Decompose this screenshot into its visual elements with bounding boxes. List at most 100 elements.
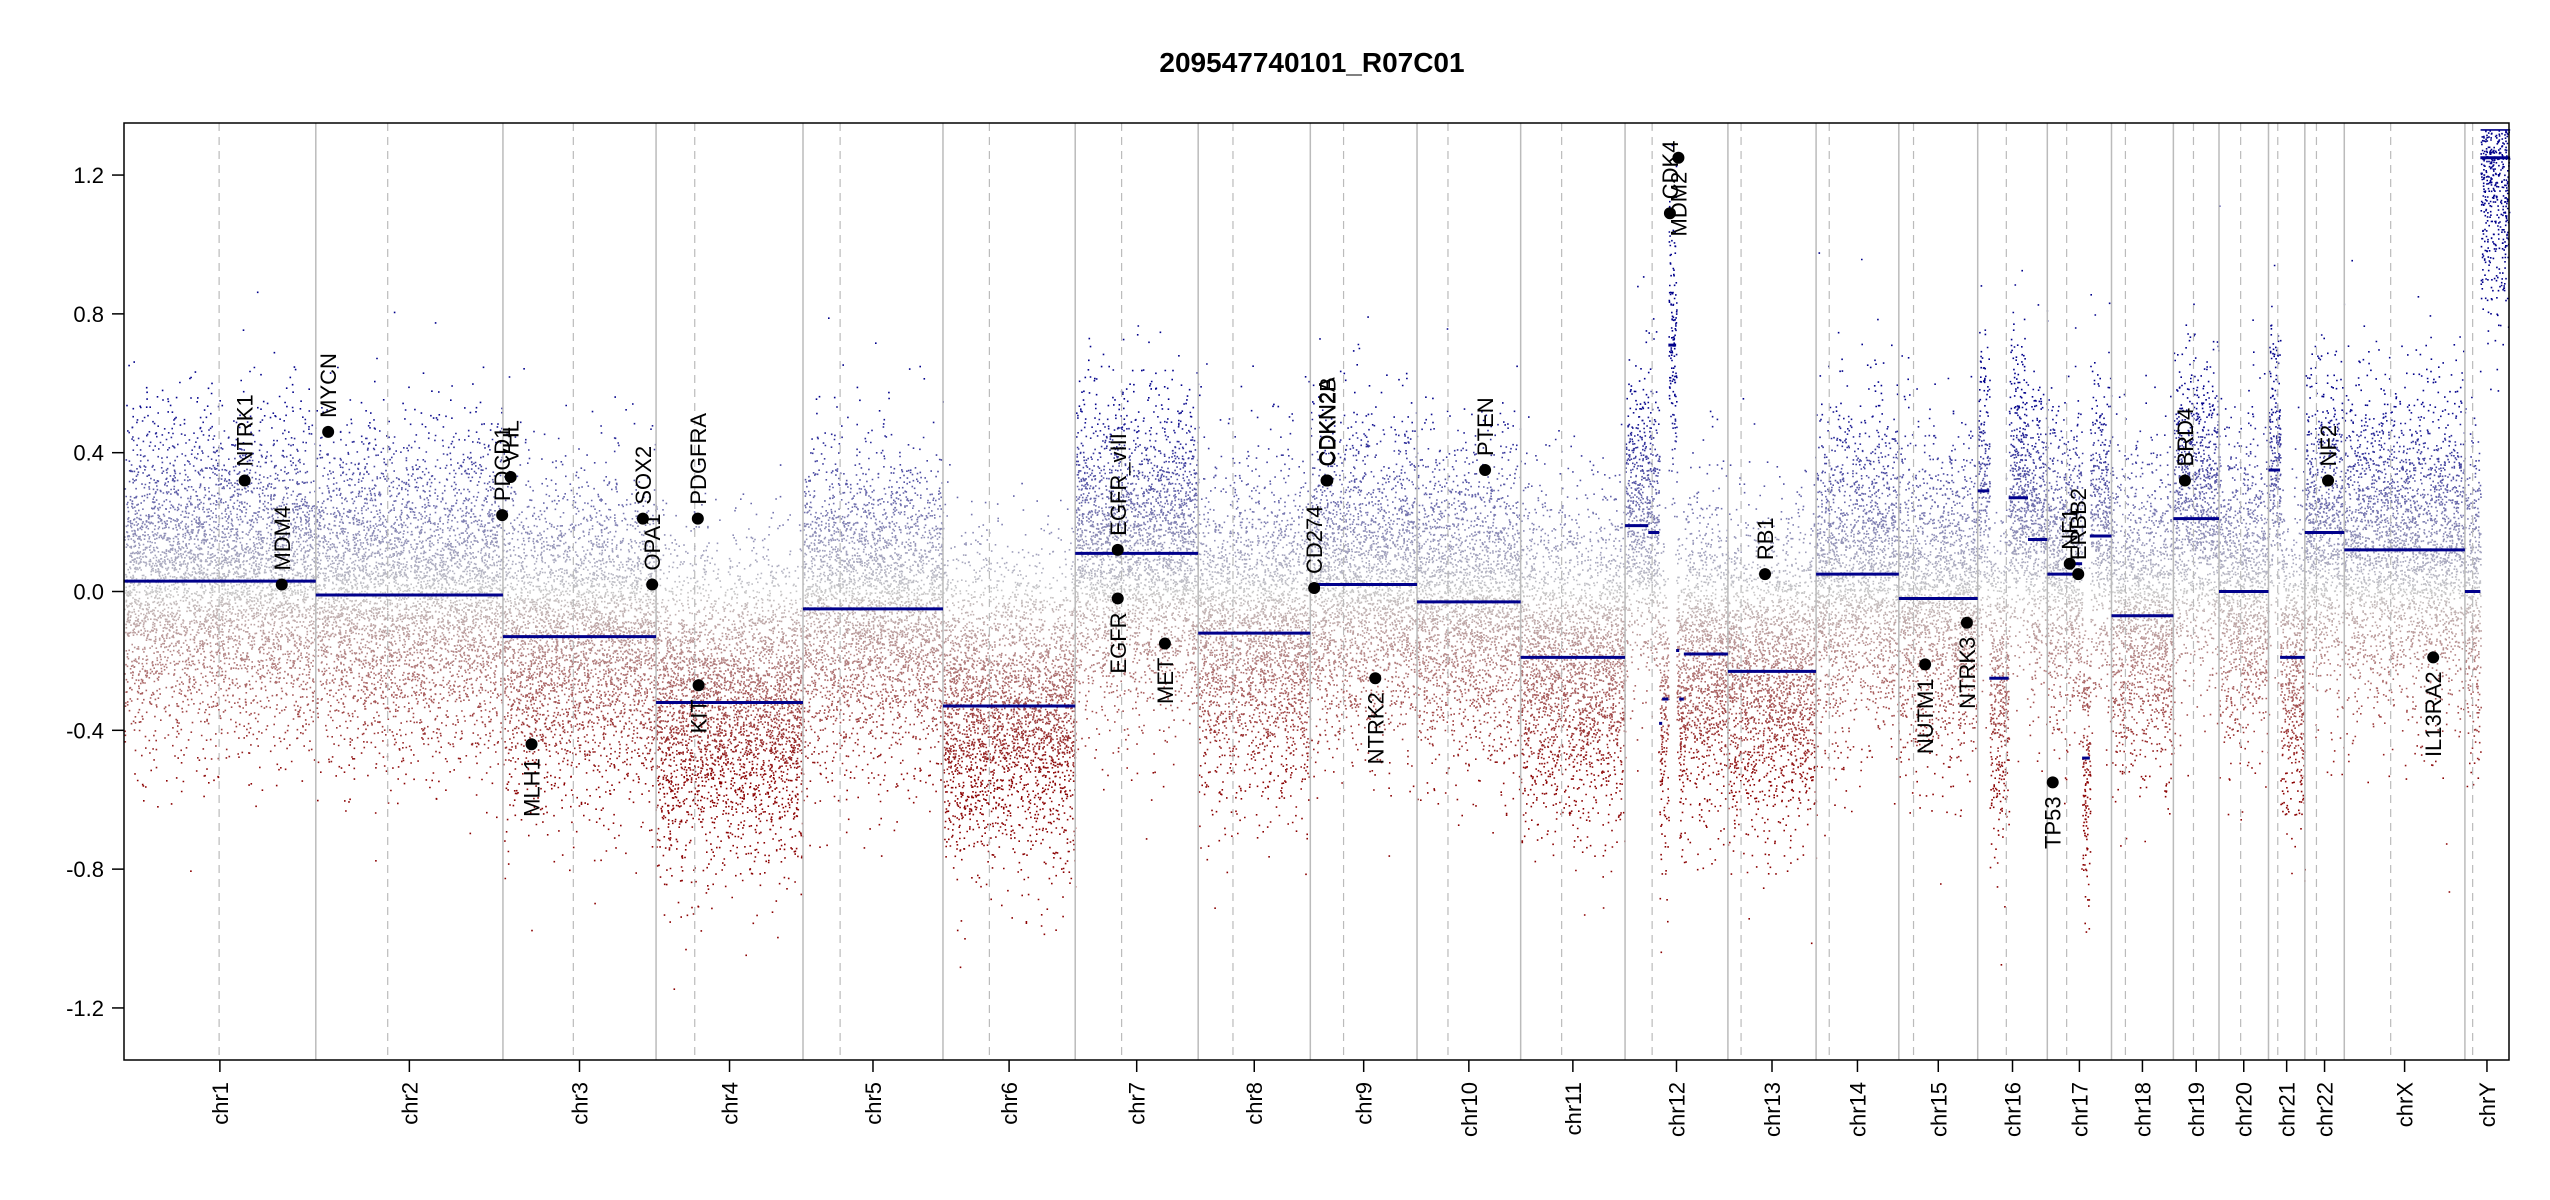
gene-label: MET bbox=[1153, 658, 1178, 704]
probe-point-group bbox=[435, 750, 2482, 754]
probe-point-group bbox=[136, 453, 2347, 457]
gene-point bbox=[2178, 474, 2191, 487]
y-tick-label: 0.8 bbox=[73, 302, 104, 327]
probe-point-group bbox=[145, 659, 2460, 662]
gene-point bbox=[1672, 151, 1685, 164]
probe-point-group bbox=[132, 583, 2471, 587]
probe-point-group bbox=[128, 129, 2511, 402]
gene-point bbox=[2322, 474, 2335, 487]
probe-point-group bbox=[127, 617, 2433, 620]
probe-point-group bbox=[152, 569, 2473, 572]
gene-point bbox=[646, 578, 659, 591]
probe-point-group bbox=[177, 724, 2481, 728]
probe-point-group bbox=[155, 628, 2475, 631]
gene-label: IL13RA2 bbox=[2421, 671, 2446, 757]
gene-point bbox=[1960, 616, 1973, 629]
probe-point-group bbox=[317, 761, 2297, 764]
probe-point-group bbox=[226, 731, 2470, 734]
gene-label: NF1 bbox=[2058, 508, 2083, 550]
gene-label: MYCN bbox=[316, 353, 341, 418]
probe-point-group bbox=[150, 702, 2469, 706]
probe-point-group bbox=[125, 575, 2477, 579]
probe-point-group bbox=[136, 647, 2473, 650]
probe-point-group bbox=[138, 603, 2473, 607]
x-axis: chr1 chr2 chr3 chr4 chr5 chr6 chr7 chr8 chr9 chr1… bbox=[208, 1060, 2500, 1137]
probe-point-group bbox=[141, 482, 2423, 485]
probe-point-group bbox=[131, 576, 2478, 580]
probe-point-group bbox=[128, 592, 2482, 595]
probe-point-group bbox=[127, 537, 2461, 541]
probe-point-group bbox=[154, 595, 2471, 599]
probe-point-group bbox=[156, 484, 2482, 487]
probe-point-group bbox=[145, 746, 2474, 750]
chromosome-label: chr19 bbox=[2184, 1082, 2209, 1137]
probe-point-group bbox=[136, 421, 2354, 424]
probe-point-group bbox=[137, 609, 2480, 612]
probe-point-group bbox=[126, 542, 2465, 546]
probe-point-group bbox=[127, 579, 2482, 583]
probe-point-group bbox=[132, 539, 2477, 543]
probe-point-group bbox=[147, 473, 2459, 477]
probe-point-group bbox=[167, 733, 2420, 736]
probe-point-group bbox=[132, 435, 2451, 439]
probe-point-group bbox=[348, 764, 2434, 767]
probe-point-group bbox=[149, 668, 2477, 671]
probe-point-group bbox=[137, 470, 2437, 474]
gene-label: VHL bbox=[499, 420, 524, 463]
probe-point-group bbox=[124, 734, 2476, 737]
probe-point-group bbox=[134, 619, 2480, 622]
probe-point-group bbox=[132, 674, 2440, 677]
probe-point-group bbox=[169, 644, 2482, 647]
probe-point-group bbox=[129, 545, 2480, 548]
probe-point-group bbox=[168, 511, 2480, 514]
probe-point-group bbox=[125, 589, 2475, 592]
gene-label: MDM2 bbox=[1666, 172, 1691, 237]
probe-point-group bbox=[128, 709, 2408, 713]
probe-point-group bbox=[156, 705, 2479, 709]
probe-point-group bbox=[136, 444, 2457, 447]
gene-point bbox=[1111, 592, 1124, 605]
probe-point-group bbox=[127, 591, 2475, 594]
probe-point-group bbox=[197, 756, 2304, 759]
probe-point-group bbox=[133, 665, 2429, 669]
probe-point-group bbox=[131, 437, 2446, 441]
chromosome-label: chrX bbox=[2393, 1082, 2418, 1128]
y-tick-label: 0.0 bbox=[73, 580, 104, 605]
chromosome-label: chr7 bbox=[1125, 1082, 1150, 1125]
probe-point-group bbox=[160, 719, 2303, 722]
probe-point-group bbox=[124, 608, 2452, 611]
probe-point-group bbox=[150, 694, 2295, 697]
probe-point-group bbox=[138, 684, 2479, 688]
probe-point-group bbox=[132, 449, 2439, 452]
probe-point-group bbox=[135, 478, 2444, 482]
probe-point-group bbox=[164, 737, 2342, 740]
gene-point bbox=[1369, 672, 1382, 685]
probe-point-group bbox=[357, 727, 2234, 731]
probe-point-group bbox=[129, 495, 2482, 499]
probe-point-group bbox=[132, 439, 2473, 442]
probe-point-group bbox=[130, 469, 2481, 472]
probe-point-group bbox=[146, 492, 2482, 496]
probe-point-group bbox=[132, 664, 2357, 667]
probe-point-group bbox=[135, 577, 2471, 581]
probe-point-group bbox=[147, 514, 2480, 518]
probe-point-group bbox=[125, 600, 2450, 604]
gene-label: ERBB2 bbox=[2066, 488, 2091, 560]
probe-point-group bbox=[130, 526, 2467, 529]
probe-point-group bbox=[383, 764, 2305, 768]
probe-point-group bbox=[148, 637, 2474, 641]
probe-point-group bbox=[279, 740, 2283, 743]
probe-point-group bbox=[127, 429, 2422, 433]
probe-point-group bbox=[127, 517, 2474, 521]
probe-point-group bbox=[124, 487, 2480, 490]
probe-point-group bbox=[150, 769, 2298, 773]
probe-point-group bbox=[132, 622, 2455, 626]
probe-point-group bbox=[169, 462, 2427, 465]
gene-label: BRD4 bbox=[2173, 408, 2198, 467]
probe-point-group bbox=[139, 466, 2462, 469]
probe-point-group bbox=[127, 506, 2477, 509]
probe-point-group bbox=[217, 696, 2414, 699]
probe-point-group bbox=[139, 606, 2472, 609]
